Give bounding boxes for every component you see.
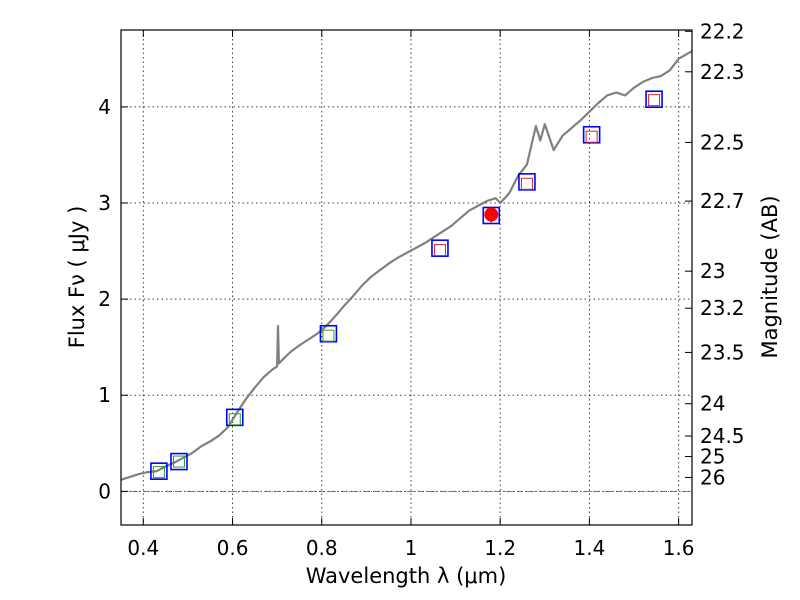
model-photometry-box: [431, 239, 449, 257]
magnitude-axis-label: Magnitude (AB): [758, 195, 782, 358]
x-tick-label: 0.6: [217, 536, 249, 560]
observed-photometry-box: [520, 177, 533, 190]
magnitude-tick-label: 22.2: [700, 19, 745, 43]
plot-frame: [120, 29, 693, 526]
model-photometry-box: [645, 90, 663, 109]
y-axis-label: Flux Fν ( μJy ): [65, 206, 89, 349]
grid-layer: [121, 30, 692, 525]
tick-label-layer: 0.4 0.6 0.8 1 1.2 1.4 1.60123422.222.322.522.7…: [98, 19, 744, 560]
magnitude-tick-label: 22.5: [700, 130, 745, 154]
magnitude-tick-label: 24: [700, 392, 725, 416]
observed-photometry-box: [648, 94, 661, 107]
model-photometry-box: [150, 462, 168, 480]
x-tick-label: 1.2: [484, 536, 516, 560]
x-tick-label: 0.8: [306, 536, 338, 560]
observed-photometry-box: [152, 466, 165, 479]
x-tick-label: 1: [405, 536, 418, 560]
magnitude-tick-label: 23.5: [700, 340, 745, 364]
x-tick-label: 1.4: [573, 536, 605, 560]
y-tick-label: 1: [98, 383, 111, 407]
observed-photometry-box: [585, 130, 598, 143]
observed-photometry-box: [228, 413, 241, 426]
magnitude-tick-label: 23: [700, 259, 725, 283]
model-photometry-box: [582, 125, 601, 144]
model-photometry-box: [319, 324, 338, 343]
x-tick-label: 0.4: [127, 536, 159, 560]
x-tick-label: 1.6: [663, 536, 695, 560]
magnitude-tick-label: 26: [700, 465, 725, 489]
y-tick-label: 2: [98, 287, 111, 311]
y-tick-label: 0: [98, 479, 111, 503]
observed-photometry-box: [322, 329, 335, 342]
magnitude-tick-label: 22.7: [700, 189, 745, 213]
x-axis-label: Wavelength λ (μm): [306, 564, 507, 588]
series-layer: [120, 50, 693, 481]
model-photometry-box: [225, 408, 244, 427]
observed-photometry-box: [172, 455, 185, 468]
magnitude-tick-label: 24.5: [700, 424, 745, 448]
model-photometry-box: [518, 173, 536, 191]
highlight-point: [484, 207, 499, 222]
magnitude-tick-label: 25: [700, 444, 725, 468]
y-tick-label: 4: [98, 95, 111, 119]
y-tick-label: 3: [98, 191, 111, 215]
model-photometry-box: [170, 452, 188, 471]
observed-photometry-box: [433, 244, 446, 257]
spectrum-line: [120, 50, 693, 481]
tick-layer: [121, 30, 692, 525]
magnitude-tick-label: 23.2: [700, 296, 745, 320]
magnitude-tick-label: 22.3: [700, 60, 745, 84]
